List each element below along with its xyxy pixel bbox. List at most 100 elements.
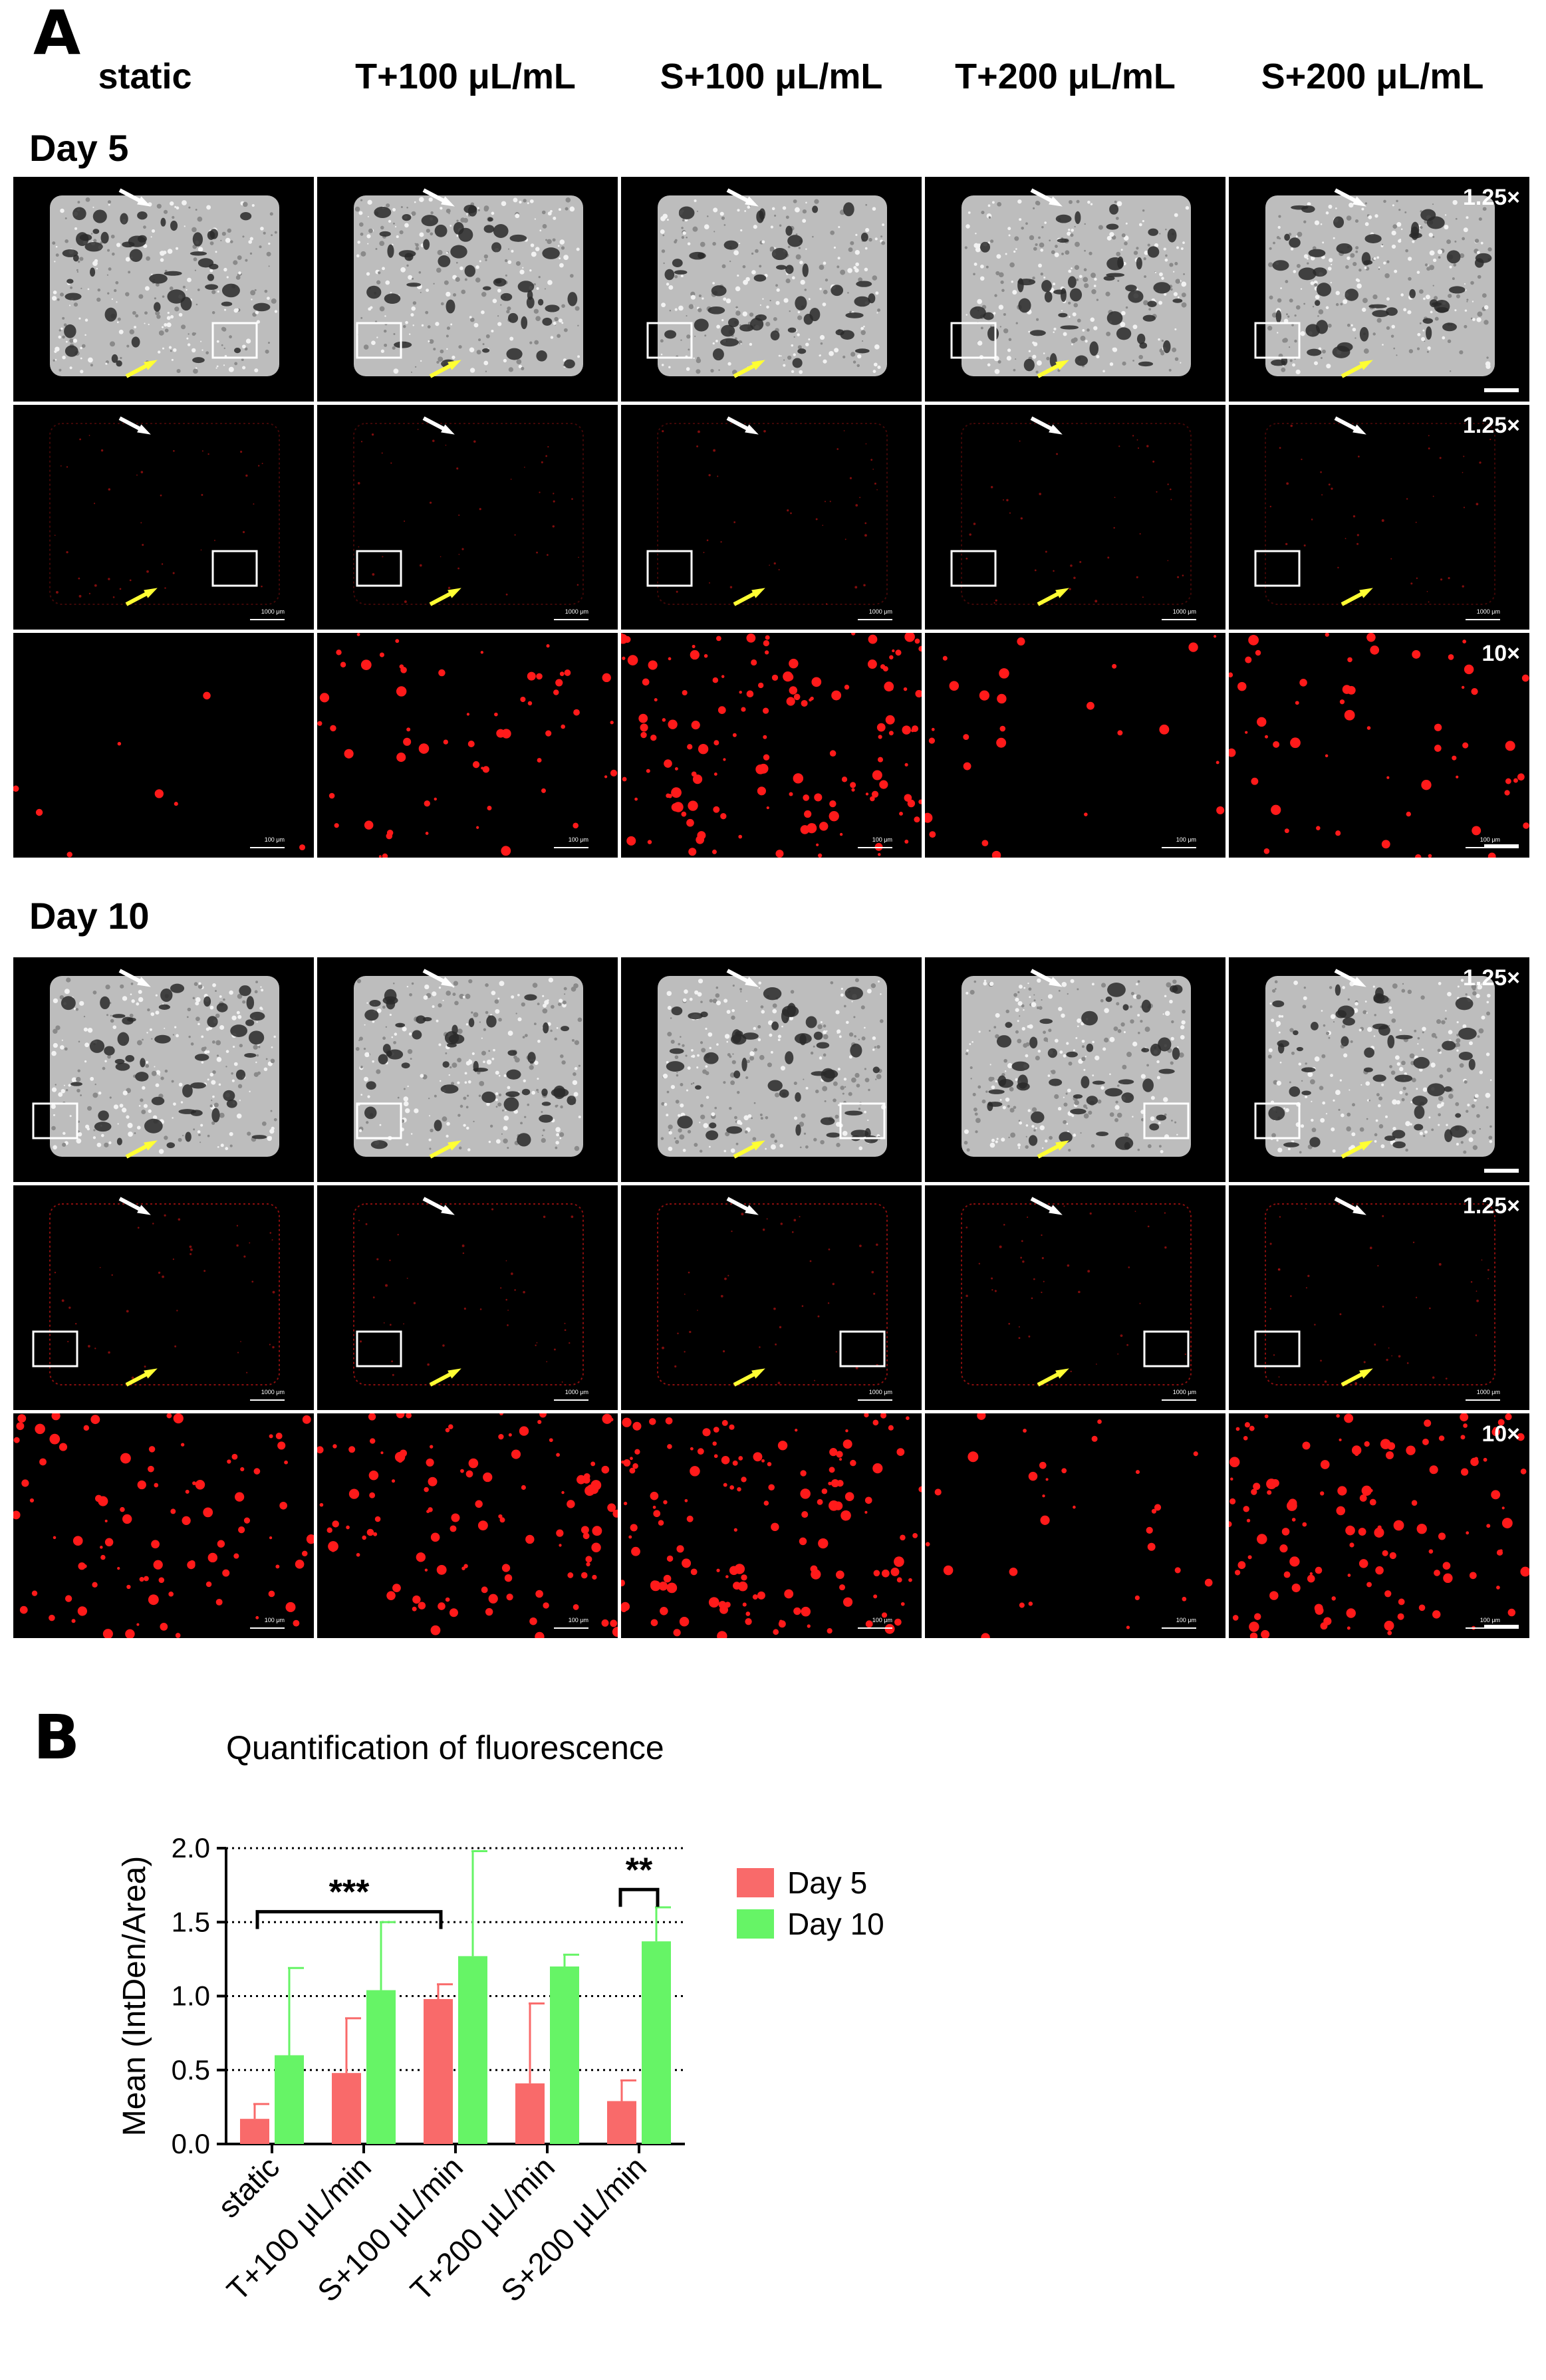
micrograph-day10-row3-col1: 100 μm	[13, 1413, 314, 1638]
magnification-label: 1.25×	[1462, 185, 1520, 210]
scale-bar-label: 1000 μm	[868, 1389, 892, 1395]
chart-title: Quantification of fluorescence	[226, 1729, 664, 1766]
scale-bar	[858, 619, 892, 620]
magnification-label: 10×	[1482, 1421, 1520, 1447]
yellow-arrow-icon	[1341, 1140, 1373, 1159]
micrograph-day10-row1-col1	[13, 957, 314, 1182]
scale-bar-label: 100 μm	[568, 836, 588, 843]
yellow-arrow-icon	[429, 1140, 461, 1159]
zoom-region-box	[356, 1330, 402, 1368]
yellow-arrow-icon	[733, 1368, 765, 1387]
scale-bar-label: 100 μm	[1176, 1617, 1196, 1623]
scaffold	[962, 195, 1191, 376]
white-arrow-icon	[118, 188, 151, 207]
zoom-region-box	[211, 550, 258, 587]
micrograph-day10-row2-col2: 1000 μm	[317, 1185, 618, 1410]
zoom-region-box	[1254, 1330, 1301, 1368]
micrograph-day10-row1-col2	[317, 957, 618, 1182]
micrograph-day10-row2-col1: 1000 μm	[13, 1185, 314, 1410]
micrograph-day10-row3-col5: 10× 100 μm	[1229, 1413, 1529, 1638]
scale-bar-label: 1000 μm	[1172, 608, 1196, 615]
scale-bar-label: 1000 μm	[261, 1389, 285, 1395]
white-arrow-icon	[1030, 188, 1063, 207]
y-axis-label: Mean (IntDen/Area)	[117, 1856, 152, 2137]
micrograph-day10-row1-col5: 1.25×	[1229, 957, 1529, 1182]
micrograph-day5-row1-col3	[621, 177, 922, 402]
scale-bar	[858, 1399, 892, 1401]
y-tick-label: 1.0	[172, 1980, 210, 2012]
scale-bar-label: 1000 μm	[261, 608, 285, 615]
white-arrow-icon	[422, 969, 455, 987]
white-arrow-icon	[422, 1197, 455, 1215]
zoom-region-box	[1254, 1102, 1301, 1139]
yellow-arrow-icon	[1341, 1368, 1373, 1387]
bar-day5-1	[332, 2073, 361, 2144]
zoom-region-box	[646, 322, 693, 359]
white-arrow-icon	[118, 416, 151, 435]
significance-label: ***	[329, 1873, 370, 1912]
day10-image-grid: 1.25× 1000 μm 1000 μm 1000 μm 1000 μm 1.25× 10…	[13, 957, 1529, 1638]
micrograph-day5-row3-col5: 10× 100 μm	[1229, 633, 1529, 858]
micrograph-day10-row1-col3	[621, 957, 922, 1182]
yellow-arrow-icon	[1037, 1368, 1069, 1387]
scale-bar	[1484, 1625, 1519, 1629]
micrograph-day10-row2-col5: 1.25× 1000 μm	[1229, 1185, 1529, 1410]
y-tick-label: 0.5	[172, 2054, 210, 2085]
scale-bar-label: 100 μm	[1480, 836, 1500, 843]
white-arrow-icon	[118, 1197, 151, 1215]
micrograph-day5-row2-col4: 1000 μm	[925, 405, 1225, 630]
zoom-region-box	[356, 322, 402, 359]
scale-bar	[554, 619, 588, 620]
micrograph-day5-row2-col1: 1000 μm	[13, 405, 314, 630]
scale-bar	[250, 847, 285, 848]
scale-bar-label: 1000 μm	[1476, 608, 1500, 615]
white-arrow-icon	[726, 1197, 759, 1215]
zoom-region-box	[839, 1102, 886, 1139]
scale-bar	[1162, 1399, 1196, 1401]
scale-bar	[554, 847, 588, 848]
scale-bar	[1484, 1169, 1519, 1173]
scale-bar	[250, 1627, 285, 1629]
yellow-arrow-icon	[733, 1140, 765, 1159]
micrograph-day10-row3-col3: 100 μm	[621, 1413, 922, 1638]
white-arrow-icon	[1334, 416, 1366, 435]
scale-bar	[858, 847, 892, 848]
scale-bar-label: 1000 μm	[1172, 1389, 1196, 1395]
white-arrow-icon	[726, 416, 759, 435]
significance-bracket	[255, 1910, 443, 1929]
bar-day10-2	[458, 1956, 487, 2144]
scale-bar	[554, 1399, 588, 1401]
micrograph-day5-row2-col5: 1.25× 1000 μm	[1229, 405, 1529, 630]
zoom-region-box	[1254, 550, 1301, 587]
y-tick-label: 1.5	[172, 1906, 210, 1937]
white-arrow-icon	[1030, 416, 1063, 435]
bar-day5-0	[240, 2119, 269, 2144]
column-label-t200: T+200 μL/mL	[955, 57, 1176, 96]
white-arrow-icon	[1334, 969, 1366, 987]
legend-swatch	[737, 1909, 774, 1939]
bar-day10-4	[642, 1941, 671, 2144]
white-arrow-icon	[726, 188, 759, 207]
zoom-region-box	[356, 1102, 402, 1139]
y-tick-label: 0.0	[172, 2128, 210, 2159]
scaffold	[354, 195, 583, 376]
x-tick-label: static	[211, 2149, 286, 2224]
magnification-label: 1.25×	[1462, 965, 1520, 991]
zoom-region-box	[646, 550, 693, 587]
column-label-t100: T+100 μL/mL	[355, 57, 576, 96]
scale-bar-label: 100 μm	[872, 836, 892, 843]
micrograph-day10-row3-col4: 100 μm	[925, 1413, 1225, 1638]
white-arrow-icon	[118, 969, 151, 987]
legend-swatch	[737, 1868, 774, 1897]
scale-bar	[1484, 844, 1519, 848]
zoom-region-box	[1143, 1102, 1190, 1139]
white-arrow-icon	[422, 416, 455, 435]
scale-bar-label: 100 μm	[568, 1617, 588, 1623]
bar-day10-1	[366, 1990, 396, 2144]
white-arrow-icon	[1030, 1197, 1063, 1215]
yellow-arrow-icon	[125, 1140, 158, 1159]
magnification-label: 1.25×	[1462, 413, 1520, 438]
yellow-arrow-icon	[1341, 588, 1373, 606]
scale-bar	[554, 1627, 588, 1629]
scale-bar-label: 1000 μm	[565, 1389, 588, 1395]
